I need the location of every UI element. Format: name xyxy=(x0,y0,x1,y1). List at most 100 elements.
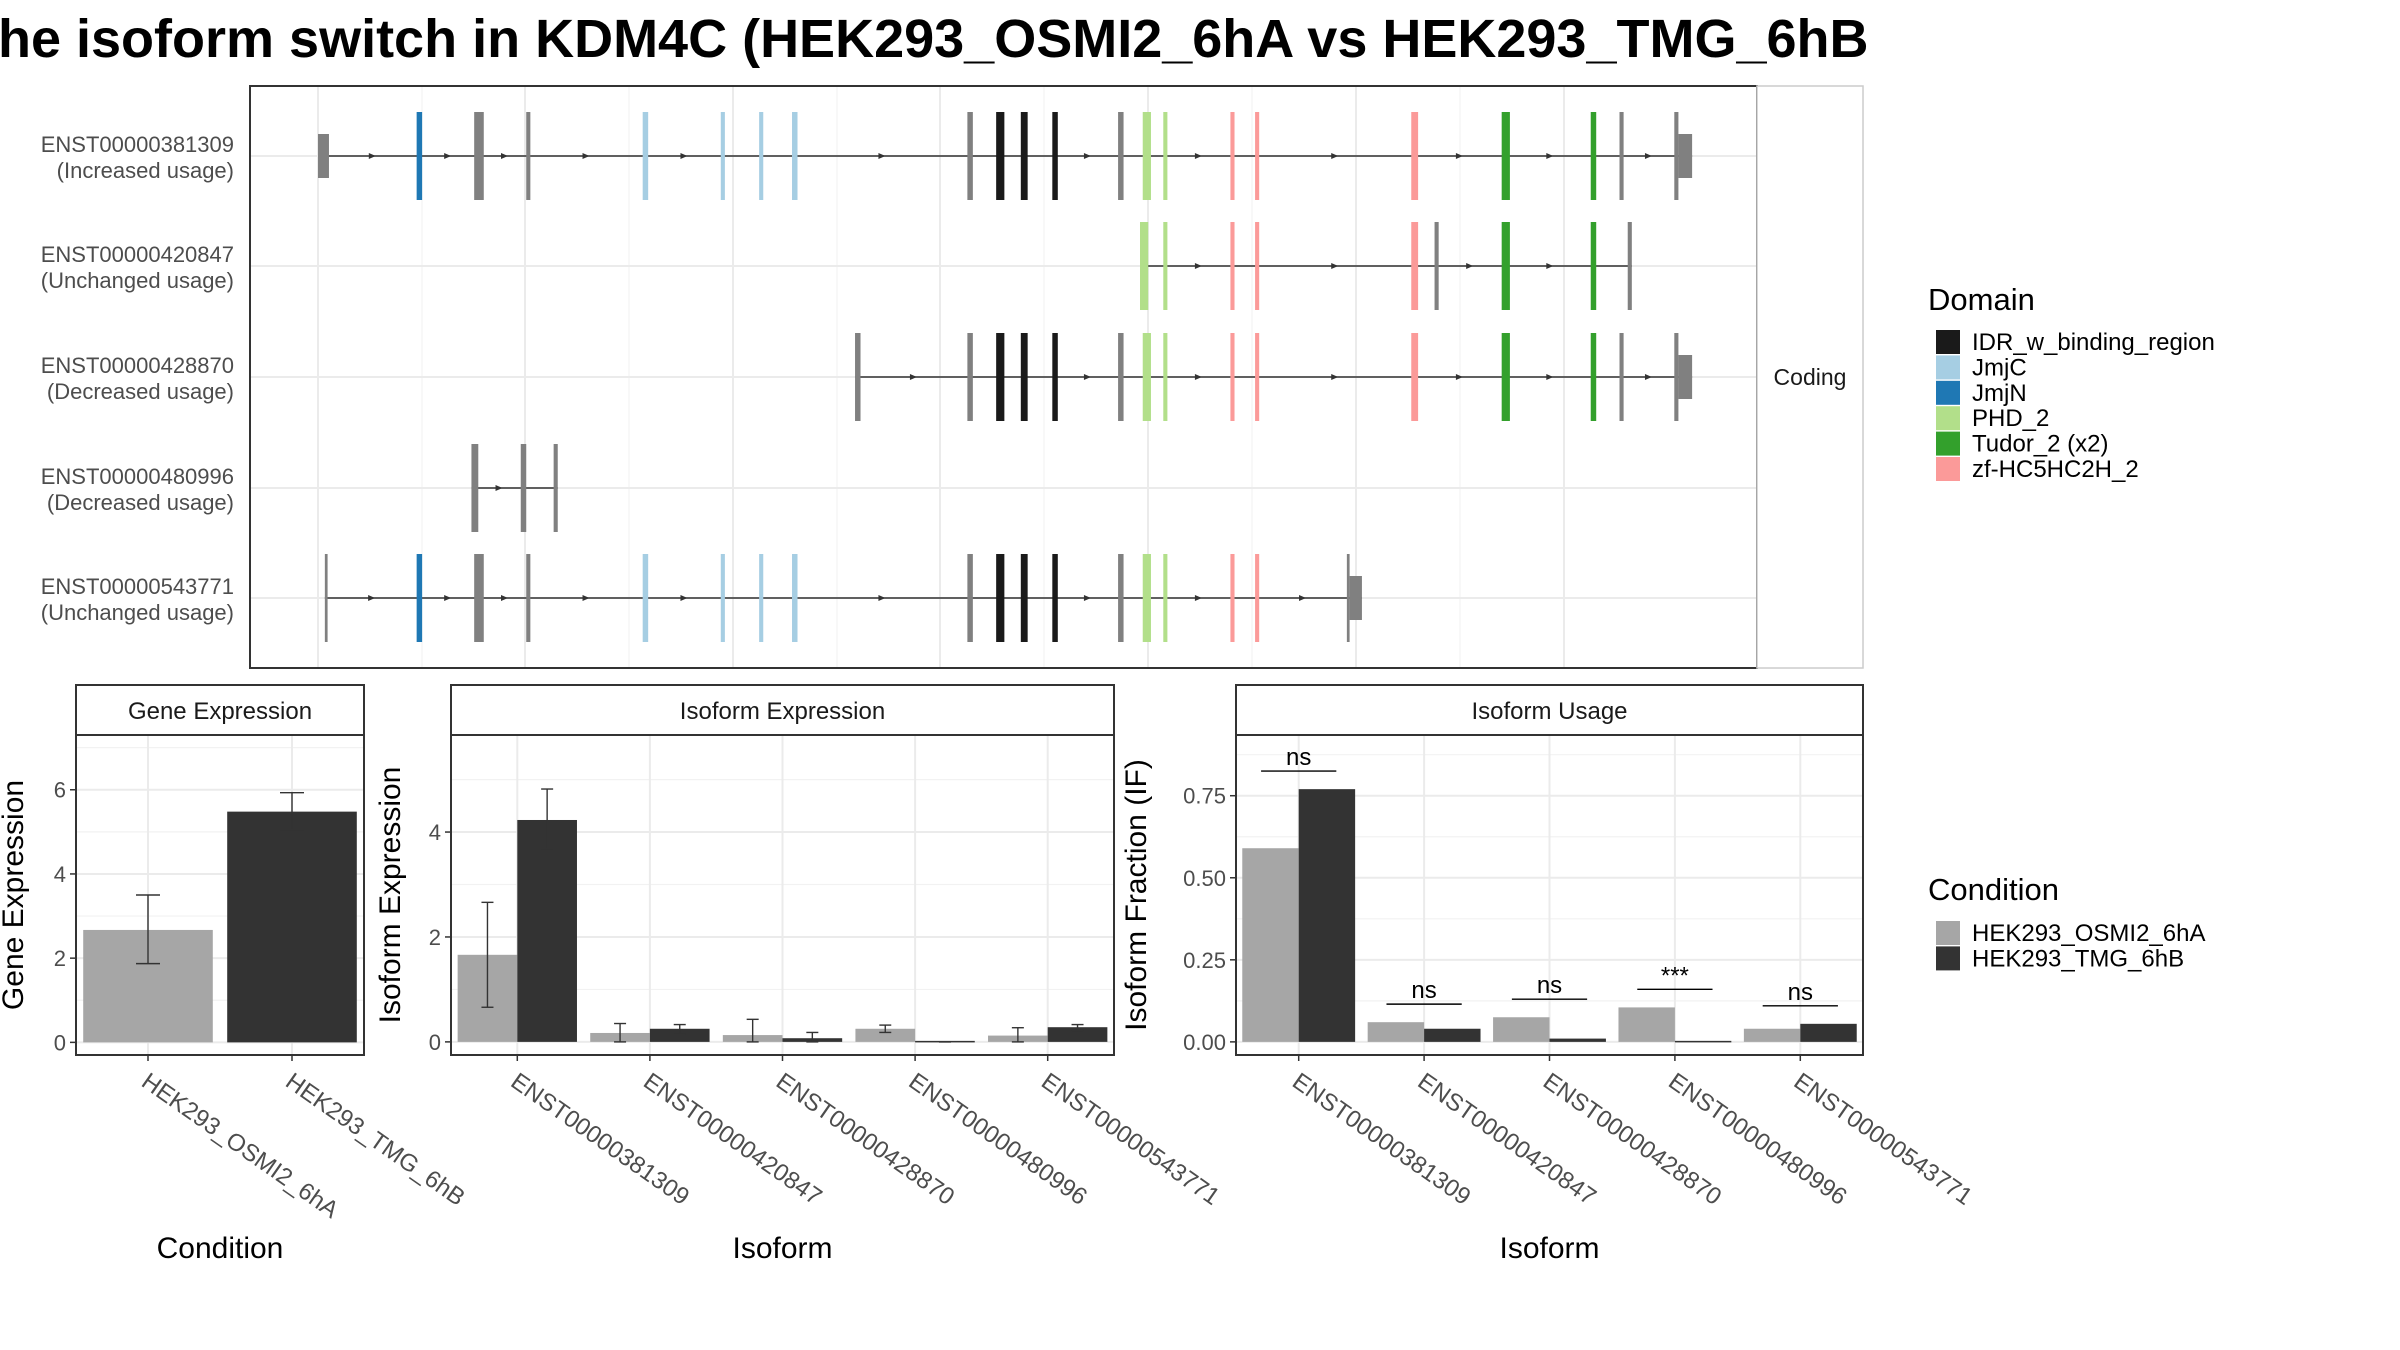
exon-block xyxy=(1411,222,1419,310)
plot-strip-title: Isoform Usage xyxy=(1471,698,1627,725)
plot-strip-title: Isoform Expression xyxy=(680,698,885,725)
exon-block xyxy=(1118,333,1124,421)
exon-block xyxy=(324,554,328,642)
bar xyxy=(517,819,577,1042)
y-tick-label: 0.75 xyxy=(1183,784,1226,809)
intron-direction-arrow xyxy=(1455,153,1463,159)
isoform-usage-plot: Isoform Usage 0.00 0.25 0.50 0.75 ns ns ns *** ns… xyxy=(1120,684,1977,1265)
intron-direction-arrow xyxy=(1194,263,1202,269)
bar xyxy=(1424,1028,1481,1042)
transcript-id-label: ENST00000428870 xyxy=(41,353,234,378)
plot-strip xyxy=(1235,684,1864,736)
bar xyxy=(1618,1007,1675,1042)
bar xyxy=(1549,1038,1606,1042)
exon-block xyxy=(1255,554,1260,642)
y-tick-label: 4 xyxy=(54,862,66,887)
domain-legend-label: IDR_w_binding_region xyxy=(1972,329,2215,356)
y-axis-title: Gene Expression xyxy=(0,780,30,1010)
intron-direction-arrow xyxy=(444,595,452,601)
intron-direction-arrow xyxy=(368,153,376,159)
exon-block xyxy=(1411,112,1419,200)
bar xyxy=(1743,1028,1801,1042)
exon-block xyxy=(996,554,1005,642)
significance-label: ns xyxy=(1537,972,1562,999)
exon-block xyxy=(967,112,973,200)
exon-block xyxy=(1142,112,1151,200)
intron-direction-arrow xyxy=(878,153,886,159)
intron-direction-arrow xyxy=(680,595,688,601)
intron-direction-arrow xyxy=(1194,595,1202,601)
domain-legend-key xyxy=(1936,355,1960,380)
exon-block xyxy=(1619,333,1624,421)
transcript-usage-label: (Unchanged usage) xyxy=(41,600,234,625)
intron-direction-arrow xyxy=(1644,153,1652,159)
intron-direction-arrow xyxy=(1194,374,1202,380)
exon-block xyxy=(1142,333,1151,421)
exon-block xyxy=(855,333,861,421)
exon-block xyxy=(1411,333,1419,421)
exon-block xyxy=(642,112,649,200)
significance-label: ns xyxy=(1788,979,1813,1006)
exon-block xyxy=(1230,112,1235,200)
exon-block xyxy=(1346,554,1350,642)
exon-block xyxy=(1255,112,1260,200)
bar xyxy=(1367,1022,1425,1042)
significance-label: *** xyxy=(1661,962,1689,989)
exon-block xyxy=(1142,554,1151,642)
exon-block xyxy=(1434,222,1439,310)
exon-block xyxy=(720,112,725,200)
bar xyxy=(1493,1017,1550,1042)
y-tick-label: 4 xyxy=(429,820,441,845)
exon-block xyxy=(1052,112,1058,200)
exon-block xyxy=(526,554,531,642)
y-tick-label: 0.25 xyxy=(1183,948,1226,973)
condition-legend-key xyxy=(1936,946,1960,971)
exon-block xyxy=(967,333,973,421)
figure-title: he isoform switch in KDM4C (HEK293_OSMI2… xyxy=(0,9,1869,69)
bar xyxy=(1674,1040,1732,1043)
exon-block xyxy=(792,554,798,642)
exon-block xyxy=(1230,554,1235,642)
exon-block xyxy=(520,444,527,532)
facet-strip xyxy=(1756,85,1864,669)
exon-block xyxy=(1678,355,1693,399)
intron-direction-arrow xyxy=(1546,374,1554,380)
transcript-usage-label: (Decreased usage) xyxy=(47,379,234,404)
exon-block xyxy=(553,444,558,532)
y-axis-title: Isoform Expression xyxy=(374,767,407,1024)
exon-block xyxy=(416,554,423,642)
exon-block xyxy=(996,333,1005,421)
exon-block xyxy=(759,554,764,642)
isoform-expression-plot: Isoform Expression024ENST00000381309ENST… xyxy=(374,684,1224,1265)
domain-legend-label: JmjN xyxy=(1972,380,2027,407)
bar xyxy=(649,1028,710,1042)
domain-legend: Domain IDR_w_binding_regionJmjCJmjNPHD_2T… xyxy=(1928,282,2215,483)
exon-block xyxy=(967,554,973,642)
intron-direction-arrow xyxy=(368,595,376,601)
intron-direction-arrow xyxy=(501,595,509,601)
y-tick-label: 0.50 xyxy=(1183,866,1226,891)
bar xyxy=(1800,1023,1857,1042)
exon-block xyxy=(1501,222,1510,310)
significance-label: ns xyxy=(1411,977,1436,1004)
exon-block xyxy=(1020,554,1028,642)
exon-block xyxy=(759,112,764,200)
exon-block xyxy=(792,112,798,200)
exon-block xyxy=(1163,333,1168,421)
exon-block xyxy=(471,444,479,532)
intron-direction-arrow xyxy=(680,153,688,159)
exon-block xyxy=(1619,112,1624,200)
intron-direction-arrow xyxy=(444,153,452,159)
condition-legend-title: Condition xyxy=(1928,872,2059,907)
domain-legend-title: Domain xyxy=(1928,282,2035,317)
exon-block xyxy=(1230,222,1235,310)
bar xyxy=(1298,789,1356,1042)
domain-legend-label: zf-HC5HC2H_2 xyxy=(1972,456,2139,483)
domain-legend-label: PHD_2 xyxy=(1972,405,2049,432)
intron-direction-arrow xyxy=(1331,374,1339,380)
intron-direction-arrow xyxy=(582,153,590,159)
exon-block xyxy=(1163,112,1168,200)
exon-block xyxy=(1163,222,1168,310)
intron-direction-arrow xyxy=(582,595,590,601)
